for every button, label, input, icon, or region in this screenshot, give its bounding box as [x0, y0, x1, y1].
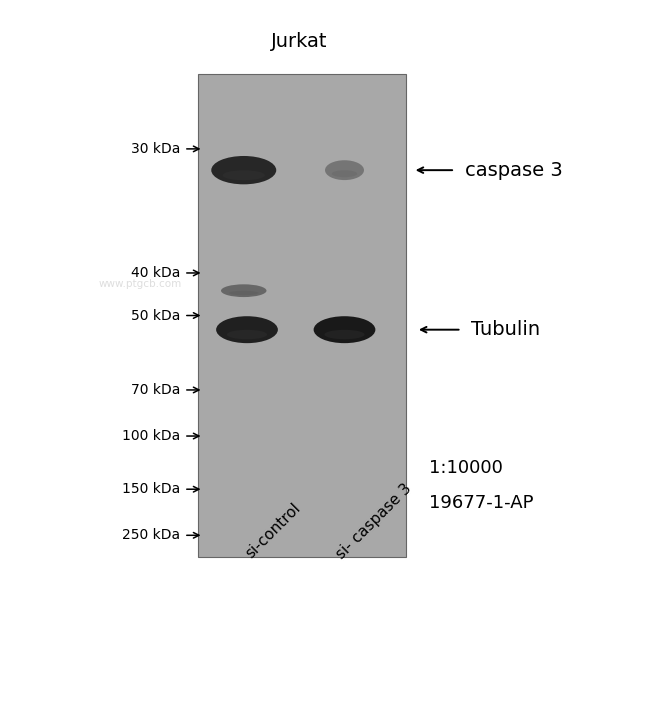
Text: 30 kDa: 30 kDa: [131, 142, 180, 156]
Text: 50 kDa: 50 kDa: [131, 308, 180, 323]
Text: 150 kDa: 150 kDa: [122, 482, 180, 496]
Text: 70 kDa: 70 kDa: [131, 383, 180, 397]
Bar: [198, 74, 406, 557]
Text: caspase 3: caspase 3: [465, 161, 562, 179]
Text: si- caspase 3: si- caspase 3: [334, 481, 415, 562]
Text: 100 kDa: 100 kDa: [122, 429, 180, 443]
Ellipse shape: [227, 330, 267, 339]
Ellipse shape: [332, 170, 358, 177]
Ellipse shape: [229, 291, 259, 295]
Ellipse shape: [313, 316, 376, 343]
Text: 1:10000: 1:10000: [429, 459, 503, 477]
Ellipse shape: [325, 160, 364, 180]
Ellipse shape: [222, 170, 265, 180]
Ellipse shape: [211, 156, 276, 184]
Text: si-control: si-control: [243, 501, 304, 562]
Text: Tubulin: Tubulin: [471, 320, 540, 339]
Ellipse shape: [216, 316, 278, 343]
Text: 250 kDa: 250 kDa: [122, 528, 180, 542]
Text: 40 kDa: 40 kDa: [131, 266, 180, 280]
Ellipse shape: [221, 284, 266, 297]
Text: 19677-1-AP: 19677-1-AP: [429, 494, 534, 513]
Ellipse shape: [324, 330, 365, 339]
Text: Jurkat: Jurkat: [271, 32, 327, 50]
Text: www.ptgcb.com: www.ptgcb.com: [98, 279, 181, 289]
